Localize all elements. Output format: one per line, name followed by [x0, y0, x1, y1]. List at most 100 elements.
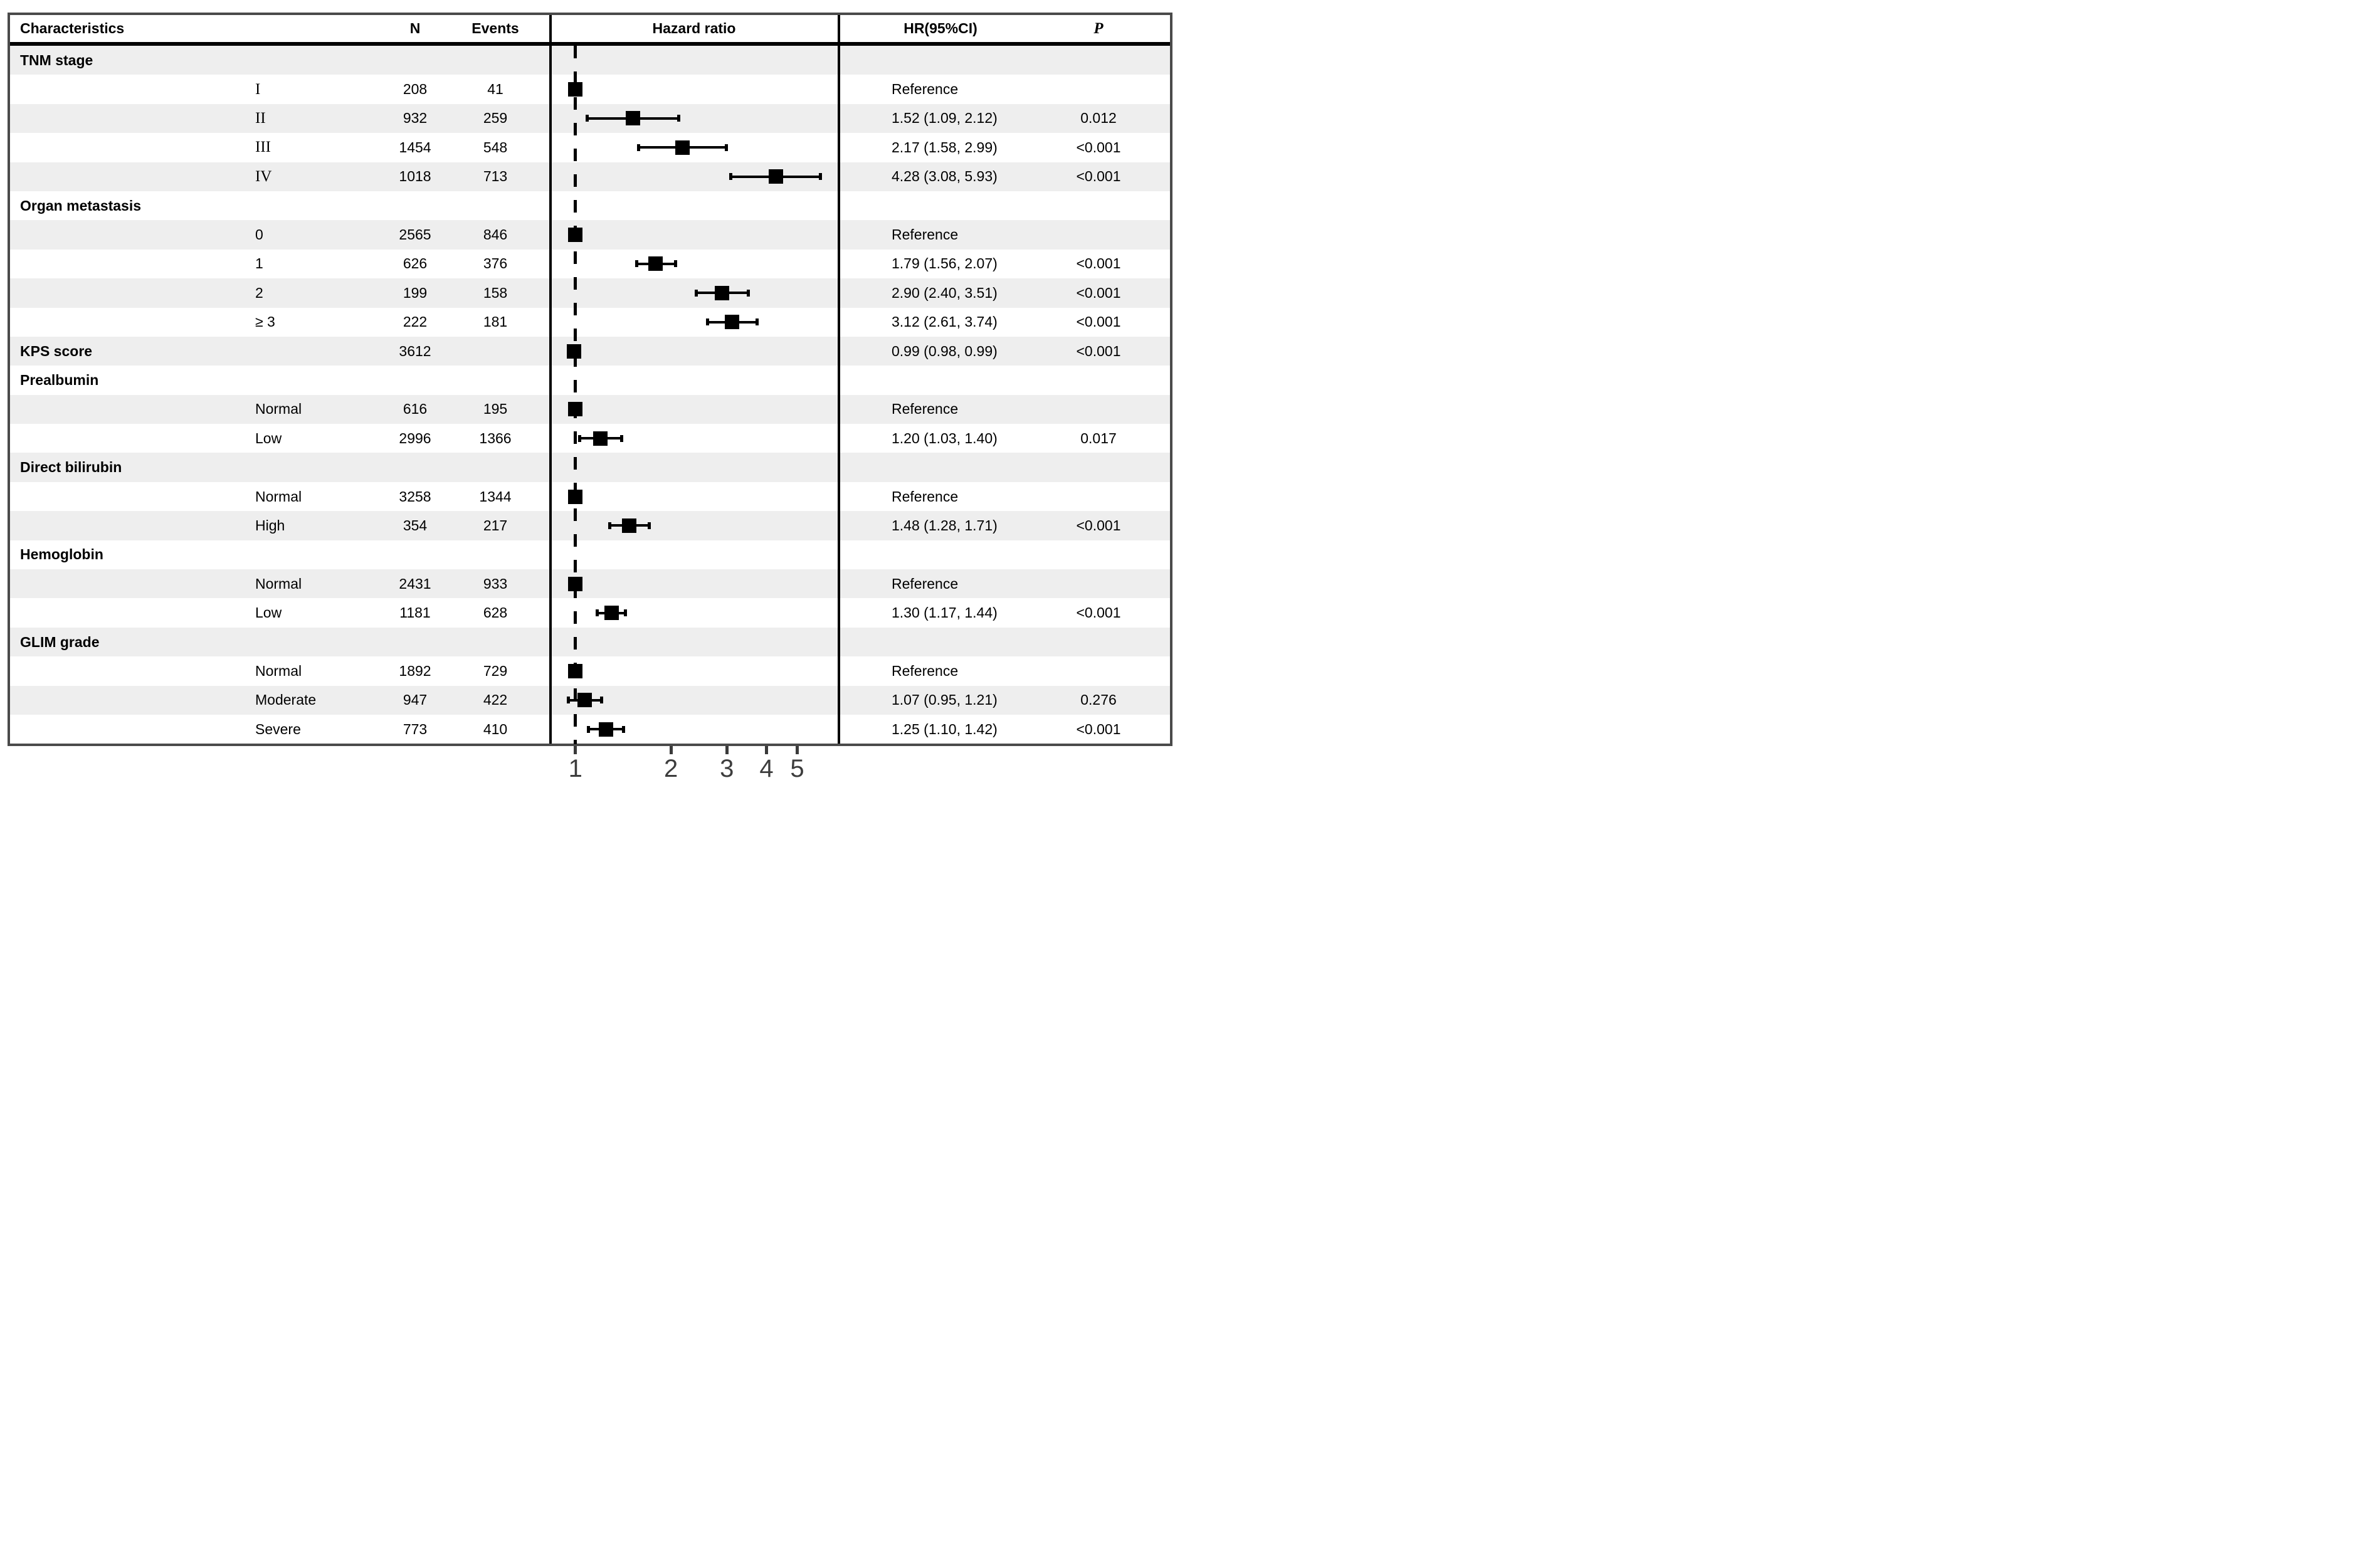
- hr-point-marker: [568, 82, 583, 97]
- table-row: Normal 1892 729 Reference: [10, 656, 1170, 685]
- row-label: 0: [255, 226, 263, 243]
- hr-point-marker: [626, 111, 641, 126]
- cell-p: <0.001: [1076, 139, 1121, 155]
- ci-cap: [624, 609, 628, 617]
- ci-cap: [756, 318, 759, 326]
- cell-n: 773: [403, 720, 428, 737]
- cell-hr-ci: 1.25 (1.10, 1.42): [892, 720, 998, 737]
- hr-point-marker: [604, 606, 619, 621]
- ci-cap: [595, 609, 599, 617]
- hr-point-marker: [568, 663, 583, 678]
- cell-hr-ci: 1.79 (1.56, 2.07): [892, 255, 998, 272]
- hr-point-marker: [622, 518, 637, 533]
- cell-p: 0.017: [1080, 429, 1117, 446]
- row-label-group: TNM stage: [20, 51, 93, 68]
- col-header-n: N: [409, 20, 421, 36]
- axis-tick: [725, 746, 729, 754]
- col-header-hr-ci: HR(95%CI): [903, 20, 977, 36]
- cell-events: 158: [483, 284, 508, 301]
- ci-cap: [577, 434, 581, 442]
- row-label-group: GLIM grade: [20, 633, 100, 650]
- table-row: ≥ 3 222 181 3.12 (2.61, 3.74) <0.001: [10, 308, 1170, 337]
- cell-hr-ci: 1.30 (1.17, 1.44): [892, 604, 998, 621]
- row-label: II: [255, 109, 266, 127]
- cell-n: 1181: [399, 604, 431, 621]
- cell-events: 729: [483, 662, 508, 679]
- panel-divider-left: [549, 15, 552, 744]
- axis-tick-label: 4: [759, 755, 774, 782]
- hr-point-marker: [725, 315, 740, 330]
- row-label-group: KPS score: [20, 342, 93, 359]
- cell-events: 548: [483, 139, 508, 155]
- row-label: 1: [255, 255, 263, 272]
- hr-point-marker: [648, 256, 663, 271]
- row-label-group: Prealbumin: [20, 371, 99, 388]
- ci-cap: [587, 725, 591, 733]
- table-row: Normal 2431 933 Reference: [10, 569, 1170, 599]
- row-label: I: [255, 80, 261, 98]
- row-label: Normal: [255, 575, 302, 592]
- hr-point-marker: [568, 576, 583, 591]
- cell-n: 3258: [399, 488, 431, 505]
- cell-n: 616: [403, 401, 428, 418]
- cell-events: 376: [483, 255, 508, 272]
- cell-events: 1366: [479, 429, 512, 446]
- cell-n: 947: [403, 692, 428, 708]
- row-label-group: Direct bilirubin: [20, 459, 122, 476]
- table-row: GLIM grade: [10, 627, 1170, 657]
- axis-tick: [574, 746, 577, 754]
- cell-events: 181: [483, 313, 508, 330]
- cell-hr-ci: Reference: [892, 81, 959, 98]
- table-row: Direct bilirubin: [10, 453, 1170, 482]
- table-row: 2 199 158 2.90 (2.40, 3.51) <0.001: [10, 278, 1170, 308]
- cell-events: 259: [483, 110, 508, 127]
- table-row: KPS score 3612 0.99 (0.98, 0.99) <0.001: [10, 336, 1170, 366]
- table-row: TNM stage: [10, 46, 1170, 75]
- col-header-events: Events: [471, 20, 519, 36]
- ci-cap: [648, 522, 651, 529]
- ci-cap: [586, 115, 589, 122]
- ci-cap: [608, 522, 611, 529]
- axis-tick-label: 3: [720, 755, 734, 782]
- ci-cap: [567, 697, 571, 704]
- row-label: Low: [255, 429, 282, 446]
- axis-tick-label: 2: [664, 755, 678, 782]
- table-row: Prealbumin: [10, 366, 1170, 394]
- cell-p: <0.001: [1076, 720, 1121, 737]
- cell-hr-ci: Reference: [892, 226, 959, 243]
- ci-cap: [677, 115, 681, 122]
- table-row: II 932 259 1.52 (1.09, 2.12) 0.012: [10, 103, 1170, 134]
- table-row: Hemoglobin: [10, 540, 1170, 569]
- cell-p: <0.001: [1076, 604, 1121, 621]
- cell-n: 2431: [399, 575, 431, 592]
- cell-events: 217: [483, 517, 508, 534]
- cell-p: <0.001: [1076, 255, 1121, 272]
- ci-cap: [729, 173, 732, 181]
- ci-cap: [674, 260, 678, 268]
- cell-hr-ci: 1.52 (1.09, 2.12): [892, 110, 998, 127]
- cell-n: 626: [403, 255, 428, 272]
- ci-cap: [636, 144, 640, 151]
- axis-tick: [764, 746, 768, 754]
- cell-n: 2996: [399, 429, 431, 446]
- ci-cap: [600, 697, 604, 704]
- row-label: Normal: [255, 488, 302, 505]
- table-row: Normal 3258 1344 Reference: [10, 482, 1170, 511]
- hr-point-marker: [715, 285, 730, 300]
- ci-cap: [694, 289, 698, 297]
- cell-events: 41: [487, 81, 503, 98]
- hr-point-marker: [768, 169, 783, 184]
- cell-hr-ci: 3.12 (2.61, 3.74): [892, 313, 998, 330]
- cell-hr-ci: 1.07 (0.95, 1.21): [892, 692, 998, 708]
- row-label: ≥ 3: [255, 313, 275, 330]
- ci-cap: [620, 434, 624, 442]
- hr-point-marker: [568, 402, 583, 417]
- panel-divider-right: [837, 15, 840, 744]
- row-label: 2: [255, 284, 263, 301]
- cell-hr-ci: Reference: [892, 488, 959, 505]
- table-row: Moderate 947 422 1.07 (0.95, 1.21) 0.276: [10, 685, 1170, 715]
- cell-n: 208: [403, 81, 428, 98]
- row-label: III: [255, 139, 271, 156]
- cell-events: 410: [483, 720, 508, 737]
- table-header-row: Characteristics N Events Hazard ratio HR…: [10, 15, 1170, 46]
